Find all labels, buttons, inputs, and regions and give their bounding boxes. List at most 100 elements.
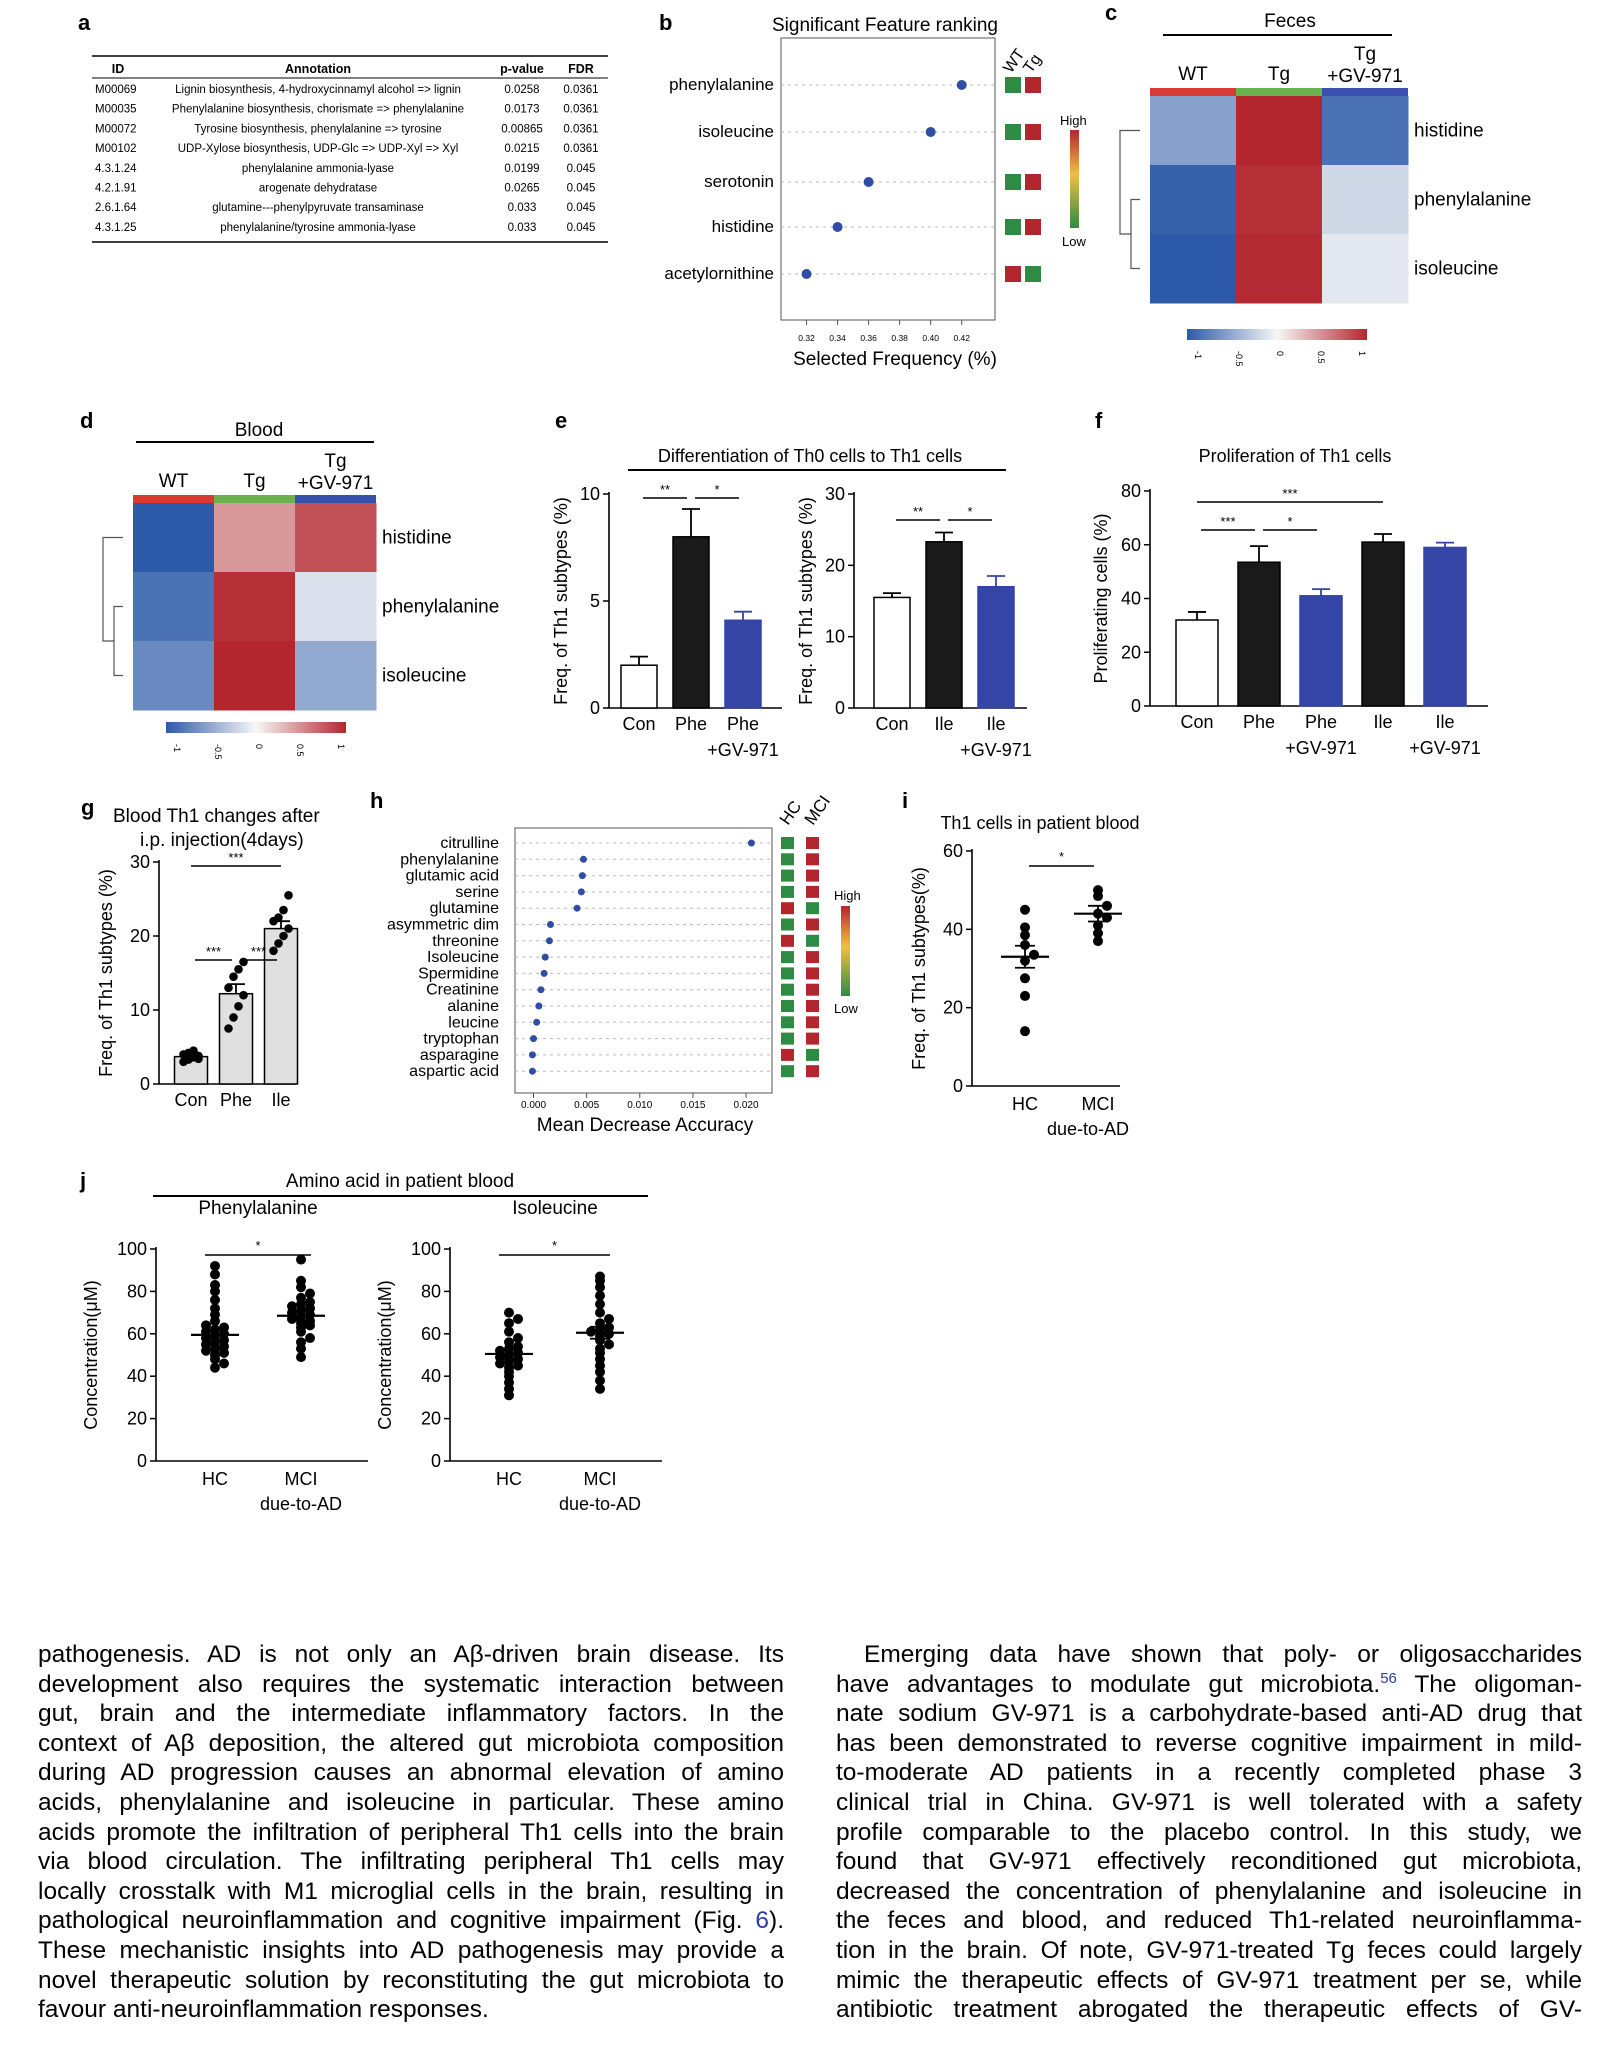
- panel-h-feature-label: Spermidine: [418, 965, 499, 982]
- data-point: [287, 1301, 297, 1312]
- data-point: [595, 1375, 605, 1386]
- table-cell-r7-c0: 4.3.1.25: [95, 222, 137, 234]
- significance-label: **: [913, 504, 923, 519]
- article-line: pathological neuroinflammation and cogni…: [38, 1906, 784, 1936]
- category-label: MCI due-to-AD: [260, 1469, 342, 1514]
- heatmap-scale-tick: 0.5: [295, 744, 305, 757]
- heatmap-row-label: histidine: [1414, 121, 1484, 142]
- y-tick-label: 20: [825, 555, 845, 575]
- table-cell-r1-c1: Phenylalanine biosynthesis, chorismate =…: [172, 104, 464, 116]
- data-point: [595, 1383, 605, 1394]
- panel-d-title: Blood: [235, 420, 284, 441]
- data-point: [595, 1343, 605, 1354]
- panel-b-tile: [1025, 266, 1041, 282]
- heatmap-row-label: histidine: [382, 528, 452, 549]
- y-tick-label: 20: [130, 926, 150, 946]
- heatmap-group-label: WT: [1178, 64, 1208, 85]
- data-point: [595, 1290, 605, 1301]
- table-cell-r1-c0: M00035: [95, 104, 137, 116]
- heatmap-color-scale: [166, 722, 346, 733]
- panel-h-point: [540, 969, 548, 977]
- panel-h-point: [530, 1035, 538, 1043]
- panel-b-xtick-label: 0.34: [829, 333, 846, 343]
- category-label: Phe: [1243, 712, 1275, 732]
- panel-c-title: Feces: [1264, 11, 1316, 32]
- data-point: [296, 1337, 306, 1348]
- panel-h-tile: [806, 1048, 819, 1061]
- data-point: [1020, 904, 1030, 915]
- data-point: [1020, 973, 1030, 984]
- y-tick-label: 20: [421, 1409, 441, 1429]
- heatmap-group-bar: [214, 495, 295, 503]
- y-tick-label: 100: [117, 1239, 147, 1259]
- figure-reference-link[interactable]: 6: [755, 1907, 770, 1935]
- category-label-line: Phe: [675, 714, 707, 734]
- data-point: [274, 913, 283, 922]
- y-axis-label: Proliferating cells (%): [1091, 513, 1111, 683]
- panel-h-feature-label: citrulline: [440, 835, 499, 852]
- panel-b-point: [801, 269, 812, 279]
- y-tick-label: 40: [1121, 589, 1141, 609]
- table-cell-r1-c3: 0.0361: [563, 104, 598, 116]
- table-cell-r3-c3: 0.0361: [563, 143, 598, 155]
- panel-h-xlabel: Mean Decrease Accuracy: [537, 1115, 754, 1136]
- y-tick-label: 20: [943, 998, 963, 1018]
- heatmap-cell: [1150, 234, 1237, 304]
- citation-link[interactable]: 56: [1380, 1669, 1397, 1687]
- article-line: the feces and blood, and reduced Th1-rel…: [836, 1907, 1582, 1935]
- y-tick-label: 20: [127, 1409, 147, 1429]
- heatmap-scale-tick: 0: [254, 744, 264, 749]
- heatmap-scale-tick: -1: [172, 744, 182, 752]
- y-axis-label: Concentration(μM): [81, 1280, 101, 1429]
- data-point: [296, 1275, 306, 1286]
- article-line: decreased the concentration of phenylala…: [836, 1877, 1582, 1905]
- panel-b-tile: [1005, 77, 1021, 93]
- category-label-line: Ile: [934, 714, 953, 734]
- category-label-line: Ile: [271, 1090, 290, 1110]
- y-tick-label: 80: [421, 1281, 441, 1301]
- data-point: [1102, 912, 1112, 923]
- panel-letter-h: h: [370, 788, 383, 813]
- heatmap-group-label: WT: [159, 471, 189, 492]
- data-point: [210, 1269, 220, 1280]
- panel-h-plot-frame: [514, 827, 773, 1094]
- category-label-line: Con: [1180, 712, 1213, 732]
- article-line: tion in the brain. Of note, GV-971-treat…: [836, 1936, 1582, 1964]
- panel-b-feature-label: serotonin: [704, 172, 774, 191]
- table-cell-r6-c0: 2.6.1.64: [95, 202, 137, 214]
- significance-label: ***: [1220, 514, 1235, 529]
- panel-h-point: [578, 872, 586, 880]
- panel-h-point: [535, 1002, 543, 1010]
- heatmap-scale-tick: -0.5: [213, 744, 223, 760]
- y-tick-label: 10: [825, 627, 845, 647]
- panel-b-tile: [1025, 124, 1041, 140]
- panel-b-legend-bar: [1070, 130, 1079, 228]
- category-label-line: Ile: [1435, 712, 1454, 732]
- panel-h-point: [533, 1018, 541, 1026]
- panel-h-feature-label: alanine: [447, 998, 499, 1015]
- table-cell-r3-c0: M00102: [95, 143, 137, 155]
- panel-h-tile: [781, 983, 794, 996]
- table-cell-r5-c0: 4.2.1.91: [95, 183, 137, 195]
- significance-label: *: [255, 1238, 260, 1253]
- category-label-line: Phe: [220, 1090, 252, 1110]
- panel-h-tile: [781, 1065, 794, 1078]
- heatmap-cell: [214, 641, 296, 711]
- category-label: Con: [622, 714, 655, 734]
- heatmap-scale-tick: 0: [1275, 351, 1285, 356]
- panel-letter-g: g: [81, 795, 94, 820]
- panel-j-phenylalanine-title: Phenylalanine: [198, 1198, 317, 1219]
- y-tick-label: 60: [943, 841, 963, 861]
- category-label: Con: [174, 1090, 207, 1110]
- data-point: [239, 957, 248, 967]
- panel-h-feature-label: aspartic acid: [409, 1063, 499, 1080]
- data-point: [604, 1339, 614, 1350]
- panel-b-xlabel: Selected Frequency (%): [793, 349, 997, 370]
- panel-h-point: [528, 1067, 536, 1075]
- category-label: Con: [875, 714, 908, 734]
- panel-letter-d: d: [80, 408, 93, 433]
- panel-h-point: [547, 921, 555, 928]
- heatmap-scale-tick: -0.5: [1234, 351, 1244, 367]
- table-cell-r2-c3: 0.0361: [563, 123, 598, 135]
- panel-h-tile: [781, 1016, 794, 1029]
